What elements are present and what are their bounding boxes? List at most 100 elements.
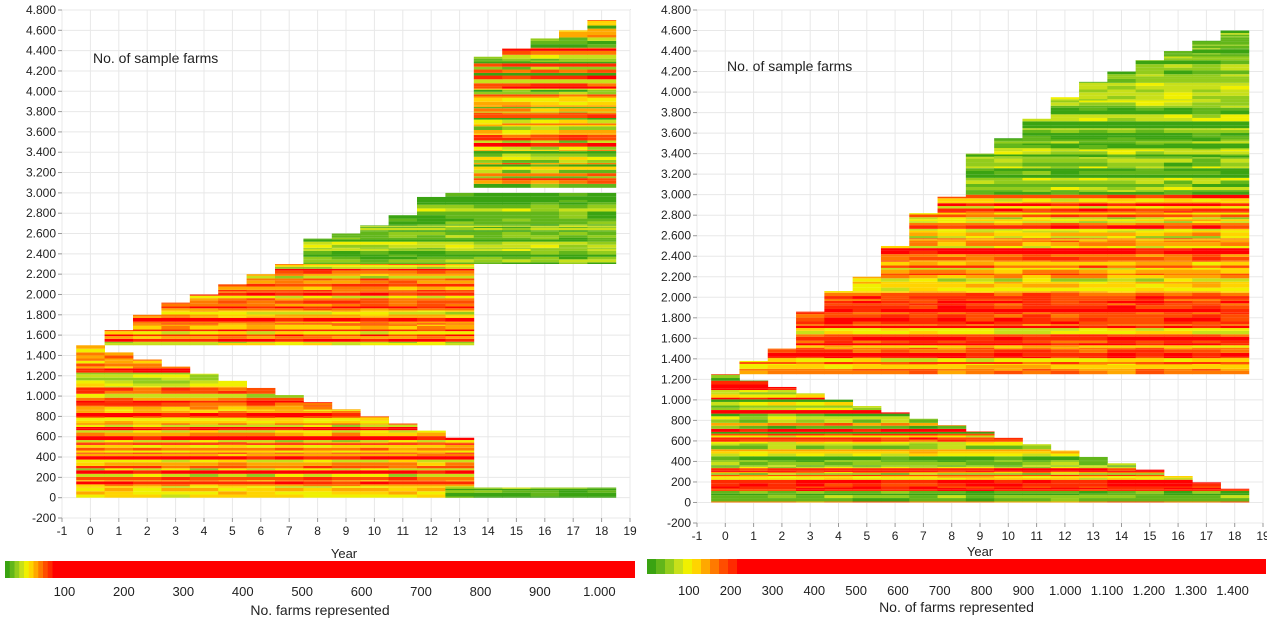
heatmap-cell — [796, 399, 825, 402]
heatmap-cell — [1163, 58, 1193, 61]
heatmap-cell — [218, 303, 247, 307]
heatmap-cell — [1192, 128, 1221, 130]
heatmap-cell — [739, 439, 769, 442]
heatmap-cell — [1079, 221, 1108, 223]
heatmap-cell — [880, 314, 910, 318]
heatmap-cell — [1220, 53, 1250, 55]
heatmap-cell — [1220, 117, 1250, 122]
heatmap-cell — [530, 94, 560, 97]
heatmap-cell — [161, 402, 191, 406]
heatmap-cell — [417, 295, 446, 299]
heatmap-cell — [937, 292, 967, 297]
heatmap-cell — [587, 237, 617, 240]
heatmap-cell — [909, 260, 938, 262]
heatmap-cell — [1079, 260, 1108, 262]
y-tick-label: 400 — [36, 450, 56, 464]
heatmap-cell — [909, 445, 938, 450]
heatmap-cell — [502, 108, 531, 112]
heatmap-cell — [1050, 214, 1080, 218]
heatmap-cell — [1079, 305, 1108, 309]
heatmap-cell — [587, 192, 617, 197]
y-tick-label: 3.200 — [661, 167, 691, 181]
heatmap-cell — [1192, 498, 1221, 502]
heatmap-cell — [965, 275, 995, 279]
heatmap-cell — [1163, 312, 1193, 315]
heatmap-cell — [530, 114, 560, 119]
heatmap-cell — [1163, 67, 1193, 71]
heatmap-cell — [1022, 239, 1052, 241]
heatmap-cell — [1050, 305, 1080, 309]
heatmap-cell — [1135, 190, 1165, 193]
heatmap-cell — [1192, 296, 1221, 299]
heatmap-cell — [275, 440, 304, 443]
heatmap-cell — [133, 360, 162, 364]
heatmap-cell — [360, 314, 389, 317]
heatmap-cell — [1022, 328, 1052, 331]
heatmap-cell — [360, 300, 389, 304]
heatmap-cell — [218, 415, 247, 418]
heatmap-cell — [1192, 225, 1221, 229]
heatmap-cell — [246, 428, 276, 431]
heatmap-cell — [445, 450, 475, 453]
heatmap-cell — [502, 488, 531, 491]
heatmap-cell — [1079, 364, 1108, 369]
heatmap-cell — [133, 338, 162, 342]
heatmap-cell — [796, 419, 825, 423]
colorbar-segment — [701, 559, 711, 574]
heatmap-cell — [104, 330, 134, 332]
heatmap-cell — [331, 459, 361, 463]
heatmap-cell — [1079, 460, 1108, 462]
heatmap-cell — [331, 264, 361, 265]
heatmap-cell — [246, 417, 276, 419]
heatmap-cell — [502, 91, 531, 95]
heatmap-cell — [133, 473, 162, 477]
heatmap-cell — [1022, 281, 1052, 284]
heatmap-cell — [587, 162, 617, 165]
heatmap-cell — [994, 151, 1023, 155]
heatmap-cell — [275, 334, 304, 337]
heatmap-cell — [1220, 102, 1250, 106]
heatmap-cell — [417, 247, 446, 249]
heatmap-cell — [909, 240, 938, 243]
heatmap-cell — [587, 40, 617, 45]
heatmap-cell — [1107, 260, 1137, 262]
heatmap-cell — [587, 118, 617, 120]
heatmap-cell — [852, 470, 882, 472]
heatmap-cell — [994, 287, 1023, 292]
heatmap-cell — [1220, 78, 1250, 83]
heatmap-cell — [388, 470, 418, 474]
heatmap-cell — [445, 254, 475, 257]
heatmap-cell — [360, 465, 389, 469]
heatmap-cell — [852, 451, 882, 454]
heatmap-cell — [587, 248, 617, 251]
heatmap-cell — [417, 432, 446, 437]
heatmap-cell — [246, 442, 276, 444]
heatmap-cell — [937, 260, 967, 262]
heatmap-cell — [1079, 107, 1108, 111]
heatmap-cell — [1192, 41, 1221, 45]
heatmap-cell — [880, 489, 910, 491]
heatmap-cell — [796, 363, 825, 365]
heatmap-cell — [360, 275, 389, 279]
heatmap-cell — [852, 303, 882, 306]
heatmap-cell — [1107, 349, 1137, 353]
heatmap-cell — [1050, 236, 1080, 239]
heatmap-cell — [1163, 76, 1193, 79]
heatmap-cell — [937, 470, 967, 472]
heatmap-cell — [388, 341, 418, 344]
heatmap-cell — [880, 495, 910, 499]
heatmap-cell — [473, 153, 503, 157]
heatmap-cell — [161, 329, 191, 332]
heatmap-cell — [796, 328, 825, 331]
heatmap-cell — [909, 269, 938, 274]
heatmap-cell — [1107, 368, 1137, 371]
heatmap-cell — [1220, 76, 1250, 79]
heatmap-cell — [76, 410, 105, 413]
heatmap-cell — [767, 483, 797, 487]
heatmap-cell — [1163, 129, 1193, 134]
y-tick-label: 0 — [684, 495, 691, 509]
heatmap-cell — [417, 308, 446, 311]
heatmap-cell — [880, 445, 910, 450]
heatmap-cell — [502, 225, 531, 227]
heatmap-cell — [711, 380, 740, 385]
